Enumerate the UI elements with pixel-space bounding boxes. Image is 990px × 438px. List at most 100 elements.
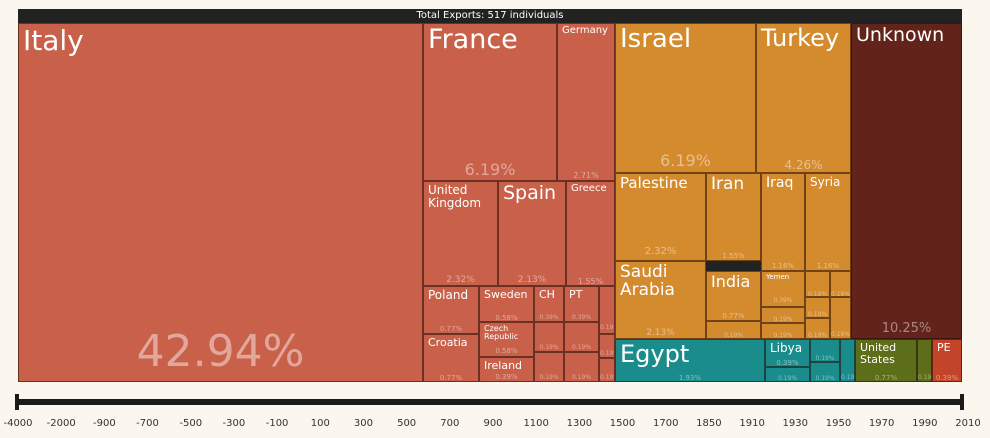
tile-percent: 2.71% bbox=[573, 171, 599, 180]
treemap-tile[interactable]: Saudi Arabia 2.13% bbox=[615, 261, 706, 339]
tile-percent: 2.13% bbox=[646, 328, 675, 338]
tile-percent: 0.58% bbox=[495, 314, 518, 322]
treemap-tile[interactable]: Libya 0.39% bbox=[765, 339, 810, 367]
tile-label: Israel bbox=[620, 24, 692, 54]
timeline-start-handle[interactable] bbox=[15, 394, 19, 410]
treemap-tile[interactable]: Sweden 0.58% bbox=[479, 286, 534, 322]
tile-percent: 0.19% bbox=[571, 344, 592, 351]
tile-label: PE bbox=[937, 341, 951, 354]
treemap-tile[interactable]: Yemen 0.39% bbox=[761, 271, 805, 307]
treemap-tile[interactable]: 0.19% bbox=[805, 318, 830, 339]
treemap-tile[interactable]: Ireland 0.39% bbox=[479, 357, 534, 382]
tile-percent: 0.77% bbox=[439, 325, 463, 333]
treemap-tile[interactable]: Turkey 4.26% bbox=[756, 23, 851, 173]
treemap-tile[interactable]: 0.19% bbox=[599, 334, 615, 358]
timeline-tick-label: 1700 bbox=[652, 418, 679, 429]
tile-percent: 1.16% bbox=[816, 262, 840, 270]
treemap-tile[interactable]: Syria 1.16% bbox=[805, 173, 851, 271]
treemap-tile[interactable]: Palestine 2.32% bbox=[615, 173, 706, 261]
tile-percent: 0.19% bbox=[773, 316, 793, 323]
treemap-tile[interactable]: Germany 2.71% bbox=[557, 23, 615, 181]
treemap-tile[interactable]: Czech Republic 0.58% bbox=[479, 322, 534, 357]
tile-percent: 0.77% bbox=[722, 312, 745, 320]
tile-label: Saudi Arabia bbox=[620, 262, 675, 300]
treemap-tile[interactable]: Israel 6.19% bbox=[615, 23, 756, 173]
treemap-tile[interactable]: CH 0.39% bbox=[534, 286, 564, 322]
tile-percent: 0.19% bbox=[807, 332, 828, 339]
treemap-tile[interactable]: Egypt 1.93% bbox=[615, 339, 765, 382]
treemap-tile[interactable]: 0.19% bbox=[599, 358, 615, 382]
tile-percent: 0.39% bbox=[935, 374, 959, 382]
timeline-tick-label: -300 bbox=[222, 418, 246, 429]
treemap-tile[interactable]: 0.19% bbox=[805, 297, 830, 318]
treemap-tile[interactable]: Italy 42.94% bbox=[18, 23, 423, 382]
tile-percent: 0.19% bbox=[571, 374, 592, 381]
tile-percent: 0.19% bbox=[815, 355, 835, 362]
tile-percent: 0.39% bbox=[571, 314, 592, 321]
tile-label: Iran bbox=[711, 174, 745, 194]
tile-label: Syria bbox=[810, 175, 841, 189]
treemap-tile[interactable]: 0.19% bbox=[830, 297, 851, 339]
treemap-tile[interactable]: Croatia 0.77% bbox=[423, 334, 479, 382]
timeline-slider[interactable]: -4000 -2000 -900 -700 -500 -300 -100 100 300 500 7… bbox=[0, 392, 990, 438]
timeline-tick-label: 2010 bbox=[955, 418, 981, 429]
timeline-tick-label: 500 bbox=[397, 418, 417, 429]
treemap-tile[interactable]: Greece 1.55% bbox=[566, 181, 615, 286]
timeline-tick-label: 900 bbox=[483, 418, 503, 429]
treemap-tile[interactable]: 0.19% bbox=[840, 339, 855, 382]
tile-percent: 1.55% bbox=[577, 277, 604, 286]
treemap-tile[interactable]: 0.19% bbox=[599, 286, 615, 334]
treemap-tile[interactable]: Iraq 1.16% bbox=[761, 173, 805, 271]
treemap-tile[interactable]: 0.19% bbox=[534, 352, 564, 382]
tile-percent: 1.93% bbox=[678, 374, 702, 382]
treemap-tile[interactable]: 0.19% bbox=[564, 352, 599, 382]
timeline-track[interactable] bbox=[18, 399, 962, 405]
treemap-tile[interactable]: 0.19% bbox=[810, 362, 840, 382]
tile-percent: 0.77% bbox=[874, 374, 898, 382]
treemap-tile[interactable]: France 6.19% bbox=[423, 23, 557, 181]
treemap-tile[interactable]: 0.19% bbox=[805, 271, 830, 297]
tile-label: Greece bbox=[571, 183, 607, 194]
tile-label: Croatia bbox=[428, 336, 468, 349]
tile-label: PT bbox=[569, 288, 583, 301]
timeline-tick-label: 300 bbox=[353, 418, 373, 429]
timeline-tick-label: 700 bbox=[440, 418, 460, 429]
treemap-tile[interactable]: India 0.77% bbox=[706, 271, 761, 321]
treemap-tile[interactable]: 0.19% bbox=[765, 367, 810, 382]
treemap-tile[interactable]: 0.19% bbox=[830, 271, 851, 297]
treemap-tile[interactable]: United Kingdom 2.32% bbox=[423, 181, 498, 286]
timeline-tick-label: -4000 bbox=[3, 418, 33, 429]
tile-percent: 0.39% bbox=[495, 373, 518, 381]
treemap-tile[interactable]: PT 0.39% bbox=[564, 286, 599, 322]
treemap-tile[interactable]: 0.19% bbox=[564, 322, 599, 352]
tile-label: Palestine bbox=[620, 174, 688, 192]
treemap-tile[interactable]: 0.19% bbox=[706, 321, 761, 339]
tile-percent: 2.32% bbox=[644, 246, 677, 257]
timeline-tick-label: -700 bbox=[136, 418, 159, 429]
tile-percent: 0.19% bbox=[600, 324, 614, 331]
timeline-tick-label: 100 bbox=[310, 418, 330, 429]
timeline-end-handle[interactable] bbox=[960, 394, 964, 410]
timeline-tick-label: -900 bbox=[93, 418, 116, 429]
treemap-tile[interactable]: 0.19% bbox=[917, 339, 932, 382]
tile-percent: 6.19% bbox=[464, 160, 516, 179]
treemap-tile[interactable]: 0.19% bbox=[534, 322, 564, 352]
treemap-tile[interactable]: Iran 1.55% bbox=[706, 173, 761, 261]
treemap-tile[interactable]: 0.19% bbox=[761, 307, 805, 323]
tile-percent: 0.19% bbox=[539, 374, 559, 381]
tile-percent: 0.19% bbox=[600, 374, 614, 381]
tile-label: Egypt bbox=[620, 340, 690, 368]
tile-percent: 0.19% bbox=[539, 344, 559, 351]
treemap-tile[interactable]: PE 0.39% bbox=[932, 339, 962, 382]
treemap-tile[interactable]: 0.19% bbox=[761, 323, 805, 339]
tile-label: Czech Republic bbox=[484, 324, 519, 342]
treemap-tile[interactable]: United States 0.77% bbox=[855, 339, 917, 382]
tile-percent: 0.19% bbox=[841, 374, 855, 381]
treemap-tile[interactable]: 0.19% bbox=[810, 339, 840, 362]
tile-percent: 0.19% bbox=[831, 331, 851, 338]
tile-percent: 2.32% bbox=[446, 275, 475, 285]
timeline-tick-label: 1500 bbox=[609, 418, 636, 429]
treemap-tile[interactable]: Poland 0.77% bbox=[423, 286, 479, 334]
treemap-tile[interactable]: Spain 2.13% bbox=[498, 181, 566, 286]
treemap-tile[interactable]: Unknown 10.25% bbox=[851, 23, 962, 339]
